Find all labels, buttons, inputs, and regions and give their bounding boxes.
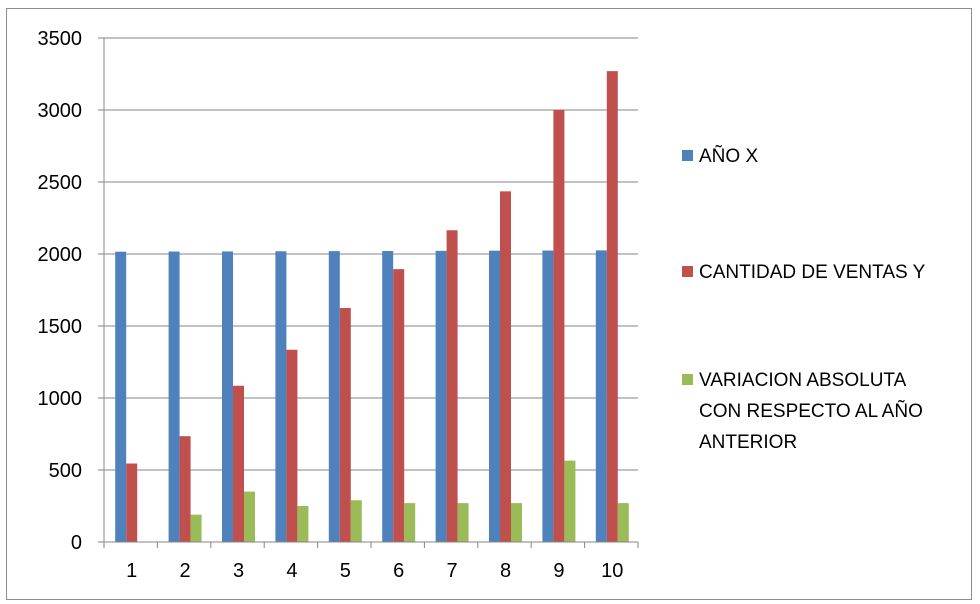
y-axis-ticks: 0 500 1000 1500 2000 2500 3000 3500	[38, 28, 104, 554]
legend: AÑO X CANTIDAD DE VENTAS Y VARIACION ABSOL…	[682, 145, 926, 453]
y-tick-label: 2000	[38, 244, 83, 266]
legend-label-3: ANTERIOR	[699, 432, 797, 453]
bar-series-3-cat-6	[404, 503, 416, 542]
bar-series-2-cat-9	[553, 110, 565, 542]
y-tick-label: 3000	[38, 100, 83, 122]
legend-label-3: VARIACION ABSOLUTA	[699, 370, 907, 391]
bar-series-3-cat-10	[617, 503, 629, 542]
bar-series-3-cat-9	[564, 460, 576, 542]
x-axis-ticks: 1 2 3 4 5 6 7 8 9 10	[126, 542, 639, 582]
bar-series-2-cat-1	[126, 463, 138, 542]
legend-label-2: CANTIDAD DE VENTAS Y	[699, 262, 926, 283]
bar-series-3-cat-5	[350, 500, 362, 542]
bar-series-1-cat-9	[542, 250, 554, 542]
x-tick-label: 9	[553, 560, 564, 582]
bar-series-3-cat-3	[244, 491, 255, 542]
x-tick-label: 10	[601, 560, 623, 582]
bar-series-3-cat-4	[297, 506, 309, 542]
bar-series-3-cat-8	[511, 503, 522, 542]
x-tick-label: 3	[233, 560, 244, 582]
bar-series-1-cat-2	[168, 251, 180, 542]
legend-swatch-2	[682, 266, 693, 277]
legend-label-3: CON RESPECTO AL AÑO	[699, 400, 923, 422]
x-tick-label: 8	[500, 560, 511, 582]
bar-series-1-cat-3	[222, 251, 233, 542]
y-tick-label: 1500	[38, 316, 83, 338]
y-tick-label: 3500	[38, 28, 83, 50]
bar-series-1-cat-1	[115, 251, 127, 543]
x-tick-label: 4	[286, 560, 297, 582]
bar-series-2-cat-6	[393, 269, 405, 542]
bar-series-1-cat-10	[595, 250, 607, 542]
x-tick-label: 5	[340, 560, 351, 582]
x-tick-label: 6	[393, 560, 404, 582]
bar-series-1-cat-7	[435, 250, 447, 542]
x-tick-label: 1	[126, 560, 137, 582]
bar-series-2-cat-4	[286, 349, 298, 542]
legend-label-1: AÑO X	[699, 145, 758, 167]
bar-series-2-cat-7	[446, 230, 458, 543]
legend-swatch-1	[682, 150, 693, 161]
bar-series-1-cat-8	[489, 250, 500, 543]
bar-series-2-cat-3	[233, 385, 244, 542]
x-tick-label: 2	[180, 560, 191, 582]
bar-series-2-cat-5	[339, 308, 351, 542]
bar-series-2-cat-10	[606, 71, 618, 543]
bars	[115, 71, 629, 543]
y-tick-label: 1000	[38, 388, 83, 410]
bar-series-1-cat-4	[275, 251, 287, 542]
y-tick-label: 0	[71, 532, 82, 554]
bar-series-3-cat-2	[190, 514, 202, 542]
bar-series-2-cat-2	[179, 436, 191, 542]
bar-series-1-cat-6	[382, 250, 394, 542]
bar-series-3-cat-7	[457, 503, 469, 542]
y-tick-label: 500	[49, 460, 82, 482]
bar-series-2-cat-8	[500, 191, 511, 543]
legend-swatch-3	[682, 374, 693, 385]
bar-series-1-cat-5	[328, 251, 340, 542]
x-tick-label: 7	[447, 560, 458, 582]
y-tick-label: 2500	[38, 172, 83, 194]
